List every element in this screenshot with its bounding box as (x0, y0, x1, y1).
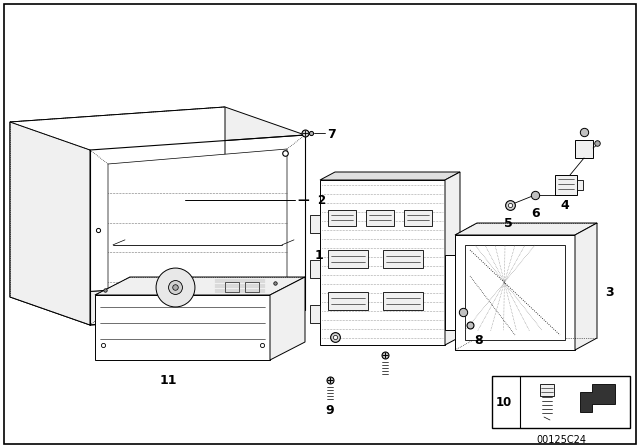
Polygon shape (445, 255, 455, 330)
Text: 1: 1 (315, 249, 324, 262)
Polygon shape (555, 175, 577, 195)
Polygon shape (108, 149, 287, 311)
Polygon shape (10, 107, 305, 150)
Polygon shape (455, 223, 597, 235)
Polygon shape (580, 384, 615, 412)
Polygon shape (366, 210, 394, 226)
Text: 5: 5 (504, 216, 513, 229)
Polygon shape (225, 282, 239, 292)
Polygon shape (540, 384, 554, 396)
Polygon shape (10, 282, 305, 325)
Polygon shape (575, 140, 593, 158)
Text: 9: 9 (325, 404, 333, 417)
Text: 3: 3 (605, 285, 614, 298)
Polygon shape (320, 180, 445, 345)
Text: 11: 11 (160, 374, 177, 387)
Polygon shape (10, 107, 225, 297)
Polygon shape (310, 215, 320, 233)
Polygon shape (383, 292, 423, 310)
Polygon shape (465, 245, 565, 340)
Polygon shape (445, 172, 460, 345)
Polygon shape (577, 180, 583, 190)
Polygon shape (383, 250, 423, 268)
Text: 10: 10 (496, 396, 512, 409)
Polygon shape (310, 305, 320, 323)
Polygon shape (328, 250, 368, 268)
Polygon shape (310, 260, 320, 278)
Text: 4: 4 (560, 198, 569, 211)
Polygon shape (492, 376, 630, 428)
Polygon shape (455, 235, 575, 350)
Polygon shape (270, 277, 305, 360)
Polygon shape (95, 277, 305, 295)
Polygon shape (328, 292, 368, 310)
Polygon shape (575, 223, 597, 350)
Text: 6: 6 (531, 207, 540, 220)
Polygon shape (404, 210, 432, 226)
Polygon shape (328, 210, 356, 226)
Polygon shape (245, 282, 259, 292)
Polygon shape (95, 295, 270, 360)
Text: 8: 8 (474, 333, 483, 346)
Polygon shape (10, 122, 90, 325)
Polygon shape (320, 172, 460, 180)
Text: 00125C24: 00125C24 (536, 435, 586, 445)
Text: 7: 7 (327, 128, 336, 141)
Text: —  2: — 2 (298, 194, 326, 207)
